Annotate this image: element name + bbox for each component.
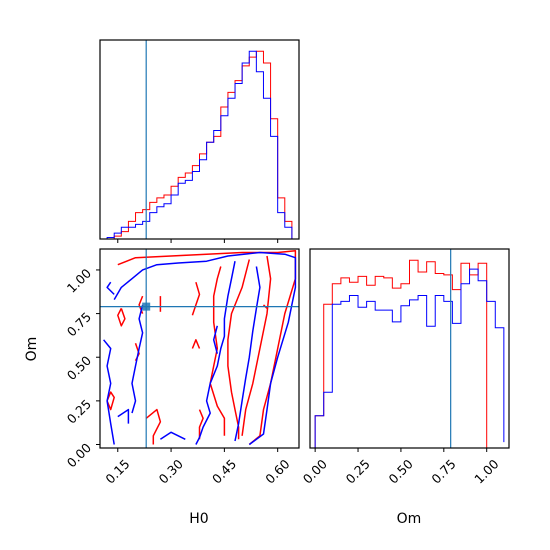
contour-x-tick-label: 0.15 (102, 456, 132, 486)
x-axis-label-h0: H0 (189, 511, 208, 527)
contour-line-series-1 (117, 308, 126, 327)
contour-line-series-2 (234, 266, 261, 442)
contour-frame (99, 248, 300, 449)
contour-x-tick-label: 0.60 (262, 456, 292, 486)
contour-line-series-2 (195, 261, 236, 445)
om-histogram-panel: 0.00 0.25 0.50 0.75 1.00 (300, 248, 510, 487)
x-axis-label-om: Om (397, 511, 422, 527)
om-hist-histogram-series-2 (314, 268, 505, 448)
contour-y-tick-label: 1.00 (64, 265, 94, 295)
contour-line-series-1 (227, 259, 251, 440)
contour-line-series-2 (106, 281, 115, 295)
contour-plot-area (100, 249, 299, 448)
om-hist-x-tick-label: 0.00 (300, 456, 330, 486)
h0-hist-plot-area (100, 40, 293, 239)
contour-line-series-1 (209, 266, 226, 436)
contour-y-tick-label: 0.25 (64, 396, 94, 426)
contour-line-series-2 (103, 339, 115, 445)
contour-line-series-2 (159, 431, 186, 440)
om-hist-x-tick-label: 0.50 (386, 456, 416, 486)
contour-line-series-1 (191, 281, 201, 316)
contour-line-series-1 (106, 391, 115, 411)
contour-line-series-2 (131, 304, 144, 414)
contour-line-series-2 (113, 251, 297, 446)
contour-x-tick-label: 0.45 (209, 456, 239, 486)
h0-om-contour-panel: 0.15 0.30 0.45 0.60 0.00 0.25 0.50 0.75 1.00 (64, 248, 300, 487)
contour-y-tick-label: 0.50 (64, 353, 94, 383)
contour-line-series-2 (212, 325, 219, 354)
contour-line-series-1 (191, 339, 201, 349)
contour-line-series-1 (241, 255, 272, 436)
contour-line-series-1 (198, 409, 204, 440)
om-hist-x-tick-label: 0.25 (343, 456, 373, 486)
om-hist-histogram-series-1 (314, 259, 504, 448)
contour-line-series-2 (117, 408, 130, 424)
contour-y-tick-label: 0.00 (64, 440, 94, 470)
contour-line-series-1 (117, 249, 297, 446)
h0-histogram-panel (99, 39, 300, 243)
h0-hist-frame (99, 39, 300, 240)
om-hist-plot-area (314, 249, 505, 448)
y-axis-label-om: Om (24, 337, 40, 362)
contour-truth-marker (142, 302, 151, 311)
h0-hist-histogram-series-2 (100, 50, 293, 239)
om-hist-x-tick-label: 1.00 (471, 456, 501, 486)
om-hist-frame (309, 248, 510, 449)
contour-y-tick-label: 0.75 (64, 309, 94, 339)
om-hist-x-tick-label: 0.75 (428, 456, 458, 486)
contour-x-tick-label: 0.30 (156, 456, 186, 486)
contour-line-series-1 (145, 408, 162, 445)
